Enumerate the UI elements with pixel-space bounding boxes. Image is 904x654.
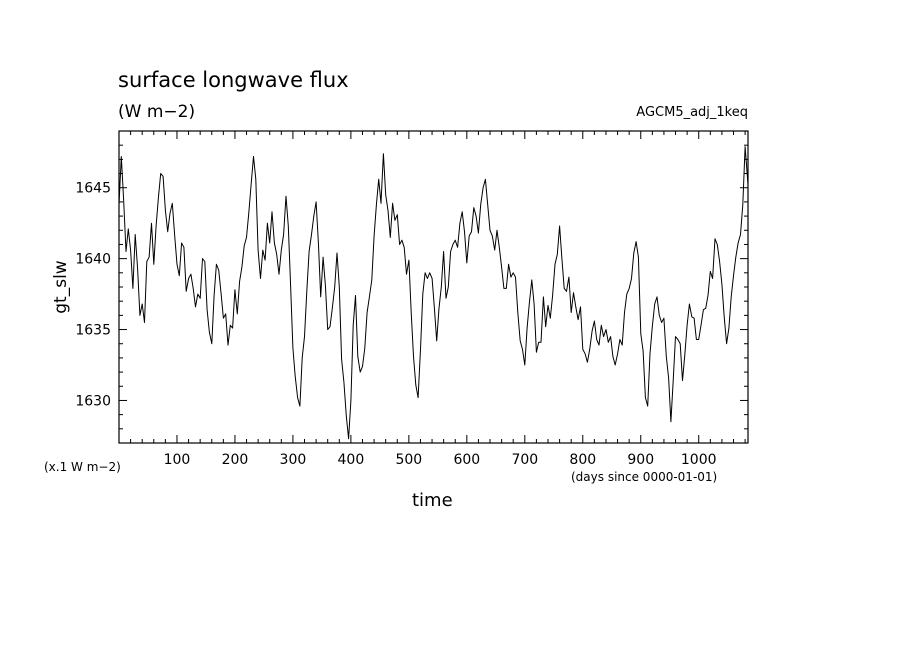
plot-frame [118, 130, 749, 444]
y-tick-labels: 1630 1635 1640 1645 [75, 181, 111, 410]
x-tick-label: 900 [627, 452, 654, 468]
x-axis-units: (days since 0000-01-01) [571, 470, 718, 484]
y-scale-note: (x.1 W m−2) [44, 460, 121, 474]
x-tick-label: 400 [338, 452, 365, 468]
x-tick-label: 300 [280, 452, 307, 468]
x-tick-label: 100 [164, 452, 191, 468]
x-tick-label: 200 [222, 452, 249, 468]
series-group [118, 146, 749, 440]
minor-ticks [118, 130, 748, 444]
series-line [118, 146, 749, 440]
x-tick-label: 700 [511, 452, 538, 468]
x-tick-label: 600 [453, 452, 480, 468]
y-tick-label: 1635 [75, 323, 111, 339]
x-tick-labels: 100 200 300 400 500 600 700 800 900 1000 [164, 452, 717, 468]
x-tick-label: 800 [569, 452, 596, 468]
experiment-name: AGCM5_adj_1keq [636, 105, 748, 120]
x-axis-label: time [412, 490, 453, 511]
chart-title: surface longwave flux [118, 68, 349, 92]
major-ticks [119, 131, 748, 443]
y-axis-label: gt_slw [51, 260, 71, 314]
chart-subtitle-units: (W m−2) [118, 102, 196, 122]
y-tick-label: 1630 [75, 393, 111, 409]
x-tick-label: 500 [395, 452, 422, 468]
x-tick-label: 1000 [681, 452, 717, 468]
y-tick-label: 1645 [75, 181, 111, 197]
y-tick-label: 1640 [75, 252, 111, 268]
